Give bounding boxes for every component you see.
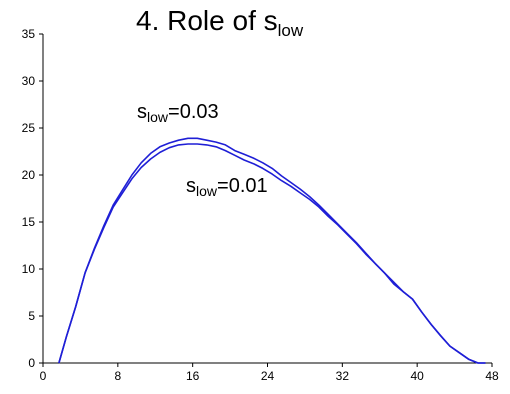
series-label-slow-001-tail: =0.01 [217, 175, 268, 197]
chart-title: 4. Role of slow [136, 5, 304, 40]
chart-title-sub: low [278, 21, 304, 40]
y-tick-label-5: 25 [22, 121, 36, 135]
series-group [58, 137, 486, 364]
x-tick-label-4: 32 [336, 369, 350, 383]
x-tick-label-3: 24 [261, 369, 275, 383]
y-tick-label-0: 0 [28, 356, 35, 370]
y-tick-label-6: 30 [22, 74, 36, 88]
series-label-slow-003-sub: low [147, 109, 169, 125]
series-label-slow-001-main: s [186, 175, 196, 197]
y-tick-label-2: 10 [22, 262, 36, 276]
y-tick-label-4: 20 [22, 168, 36, 182]
axes: 0 5 10 15 20 25 30 35 0 8 16 24 32 40 48 [22, 27, 499, 383]
y-tick-label-3: 15 [22, 215, 36, 229]
series-label-slow-003: slow=0.03 [137, 101, 219, 125]
chart-title-main: 4. Role of s [136, 5, 278, 36]
series-line-1 [58, 143, 486, 364]
x-tick-label-1: 8 [114, 369, 121, 383]
x-tick-label-6: 48 [485, 369, 499, 383]
x-tick-label-5: 40 [410, 369, 424, 383]
series-label-slow-001-sub: low [196, 183, 218, 199]
x-tick-label-2: 16 [186, 369, 200, 383]
series-label-slow-003-tail: =0.03 [168, 101, 219, 123]
x-tick-label-0: 0 [40, 369, 47, 383]
y-tick-label-1: 5 [28, 309, 35, 323]
y-tick-label-7: 35 [22, 27, 36, 41]
series-line-0 [58, 137, 486, 364]
series-label-slow-001: slow=0.01 [186, 175, 268, 199]
series-label-slow-003-main: s [137, 101, 147, 123]
